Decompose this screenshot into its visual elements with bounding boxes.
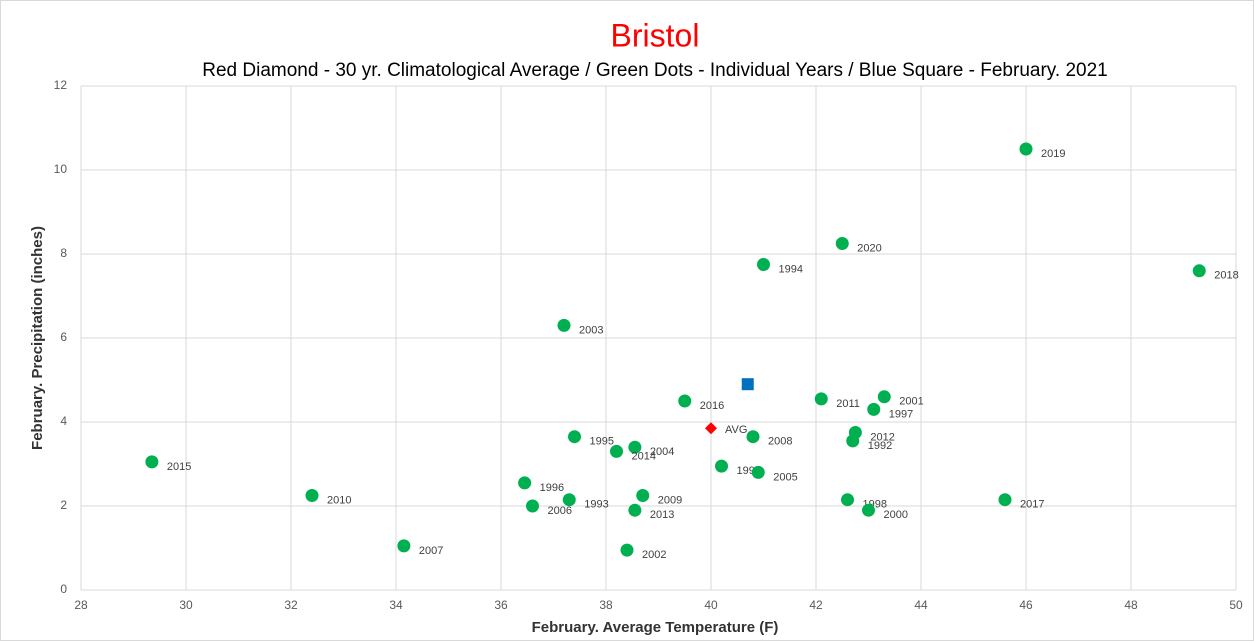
point-label: 2009 [658, 494, 682, 506]
point-label: 2003 [579, 324, 603, 336]
point-label: 2000 [884, 509, 908, 521]
point [628, 440, 642, 454]
point-label: 1996 [540, 482, 564, 494]
point [741, 378, 754, 391]
point-label: 2014 [632, 450, 656, 462]
x-tick-label: 46 [1019, 598, 1033, 612]
y-tick-label: 0 [60, 582, 67, 596]
point-label: 1993 [584, 499, 608, 511]
x-tick-label: 30 [179, 598, 193, 612]
y-tick-label: 6 [60, 330, 67, 344]
point-label: 2013 [650, 509, 674, 521]
point [705, 422, 717, 435]
point-label: 2017 [1020, 499, 1044, 511]
point [1019, 142, 1033, 156]
y-tick-label: 12 [54, 78, 68, 92]
y-tick-label: 2 [60, 498, 67, 512]
point [526, 499, 539, 513]
point-label: 2011 [836, 398, 860, 410]
point [757, 258, 770, 271]
point [620, 543, 634, 557]
y-tick-label: 10 [54, 162, 68, 176]
x-tick-label: 34 [389, 598, 403, 612]
point [518, 476, 532, 490]
point [835, 237, 849, 250]
point [1192, 264, 1206, 278]
point [751, 465, 765, 479]
point [628, 503, 642, 517]
point [862, 503, 875, 517]
y-tick-label: 8 [60, 246, 67, 260]
chart-subtitle: Red Diamond - 30 yr. Climatological Aver… [202, 60, 1107, 81]
x-tick-label: 36 [494, 598, 508, 612]
point-label: 2006 [548, 505, 572, 517]
point [305, 489, 319, 502]
point-label: 2020 [857, 242, 881, 254]
x-axis-label: February. Average Temperature (F) [532, 619, 779, 636]
x-tick-label: 48 [1124, 598, 1138, 612]
point-label: 2001 [899, 396, 923, 408]
point [814, 392, 828, 406]
chart-title: Bristol [611, 17, 700, 53]
point-label: 2012 [870, 431, 894, 443]
point [746, 430, 760, 444]
x-tick-label: 32 [284, 598, 298, 612]
point-label: AVG [725, 424, 747, 436]
point-label: 2010 [327, 494, 351, 506]
point [397, 539, 411, 553]
point [562, 493, 576, 507]
point-label: 1995 [590, 436, 614, 448]
point-label: 1997 [889, 408, 913, 420]
point [678, 394, 692, 408]
point-label: 2018 [1214, 270, 1238, 282]
point [145, 455, 159, 469]
point-label: 2002 [642, 549, 666, 561]
point-label: 1992 [868, 440, 892, 452]
y-tick-label: 4 [60, 414, 67, 428]
point [846, 434, 860, 448]
point [610, 444, 623, 458]
point-label: 2004 [650, 446, 674, 458]
point [715, 459, 728, 473]
point-label: 2005 [773, 471, 797, 483]
point-label: 2019 [1041, 148, 1065, 160]
point [867, 402, 881, 416]
point [841, 493, 854, 507]
point-label: 2015 [167, 461, 191, 473]
x-tick-label: 42 [809, 598, 823, 612]
point-label: 2016 [700, 400, 724, 412]
x-tick-label: 40 [704, 598, 718, 612]
point [557, 318, 571, 332]
point-label: 1994 [779, 263, 803, 275]
x-tick-label: 28 [74, 598, 88, 612]
x-tick-label: 44 [914, 598, 928, 612]
x-tick-label: 50 [1229, 598, 1243, 612]
x-tick-label: 38 [599, 598, 613, 612]
point-label: 2008 [768, 436, 792, 448]
point-label: 2007 [419, 545, 443, 557]
point [636, 489, 650, 502]
y-axis-label: February. Precipitation (inches) [29, 226, 46, 450]
point [877, 390, 891, 404]
point [998, 493, 1012, 507]
point [568, 430, 581, 444]
